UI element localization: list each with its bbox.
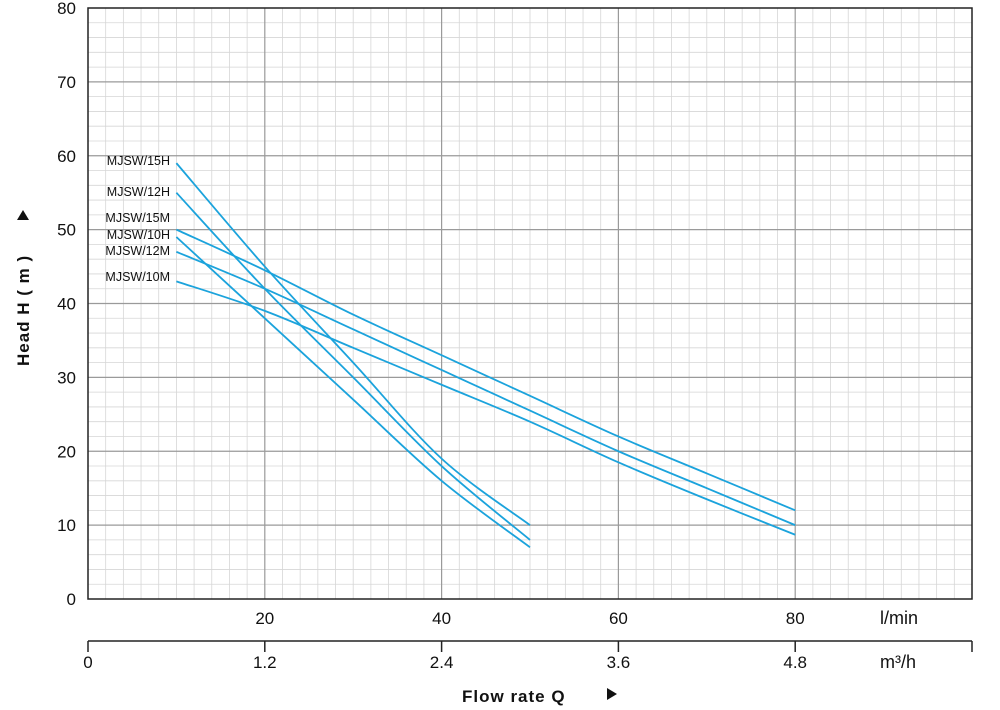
series-label: MJSW/10H — [107, 228, 170, 242]
x-tick-label-lmin: 20 — [255, 609, 274, 628]
y-tick-label: 40 — [57, 295, 76, 314]
y-tick-label: 30 — [57, 368, 76, 387]
series-labels: MJSW/15H MJSW/12H MJSW/15M MJSW/10H MJSW/12M… — [105, 154, 170, 284]
x-tick-label-lmin: 60 — [609, 609, 628, 628]
series-line-mjsw-10m — [176, 280, 796, 536]
x-unit-m3h: m³/h — [880, 652, 916, 672]
x-axis-title: Flow rate Q — [462, 687, 566, 706]
series-line-mjsw-15h — [175, 162, 531, 526]
x-tick-label-m3h: 3.6 — [607, 653, 631, 672]
x-tick-label-lmin: 80 — [786, 609, 805, 628]
y-axis-arrow-icon — [17, 210, 29, 220]
series-lines — [175, 162, 796, 549]
x-axis-ticks-m3h: 0 1.2 2.4 3.6 4.8 — [83, 641, 973, 672]
series-label: MJSW/15M — [105, 211, 170, 225]
x-tick-label-m3h: 1.2 — [253, 653, 277, 672]
series-line-mjsw-10h — [175, 236, 531, 549]
plot-frame — [87, 7, 973, 600]
series-label: MJSW/10M — [105, 270, 170, 284]
x-unit-lmin: l/min — [880, 608, 918, 628]
x-axis-arrow-icon — [607, 688, 617, 700]
y-tick-label: 20 — [57, 442, 76, 461]
y-axis-title: Head H ( m ) — [14, 255, 33, 366]
y-tick-label: 80 — [57, 0, 76, 18]
y-tick-label: 70 — [57, 73, 76, 92]
y-axis-ticks: 0 10 20 30 40 50 60 70 80 — [57, 0, 76, 609]
y-tick-label: 0 — [67, 590, 76, 609]
series-label: MJSW/12M — [105, 244, 170, 258]
series-label: MJSW/15H — [107, 154, 170, 168]
major-grid — [88, 8, 972, 599]
x-axis-ticks-lmin: 20 40 60 80 — [255, 609, 804, 628]
series-label: MJSW/12H — [107, 185, 170, 199]
y-tick-label: 10 — [57, 516, 76, 535]
x-tick-label-m3h: 2.4 — [430, 653, 454, 672]
x-tick-label-m3h: 0 — [83, 653, 92, 672]
x-tick-label-m3h: 4.8 — [783, 653, 807, 672]
y-tick-label: 50 — [57, 221, 76, 240]
series-line-mjsw-12m — [176, 250, 796, 526]
series-line-mjsw-15m — [176, 228, 796, 512]
x-tick-label-lmin: 40 — [432, 609, 451, 628]
y-tick-label: 60 — [57, 147, 76, 166]
